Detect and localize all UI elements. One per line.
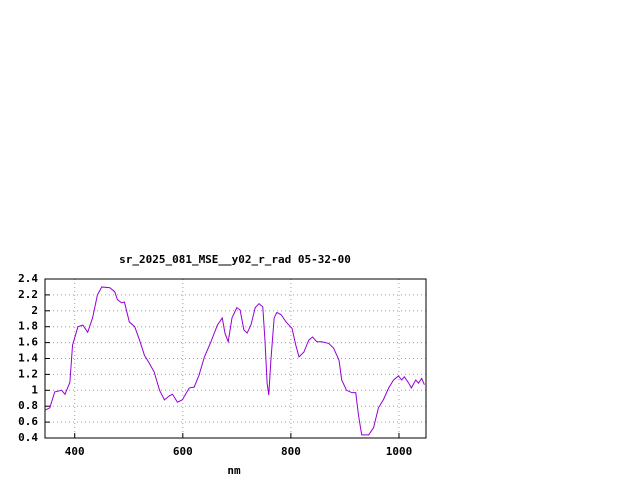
y-tick-label: 2.2 xyxy=(18,288,38,301)
data-line xyxy=(44,286,425,436)
y-tick-label: 2 xyxy=(31,304,38,317)
y-tick-label: 1.2 xyxy=(18,367,38,380)
x-axis-label: nm xyxy=(227,464,241,477)
y-tick-label: 0.8 xyxy=(18,399,38,412)
y-tick-label: 1.6 xyxy=(18,336,38,349)
y-tick-label: 1.8 xyxy=(18,320,38,333)
y-tick-label: 0.4 xyxy=(18,431,38,444)
y-tick-label: 1.4 xyxy=(18,352,38,365)
y-tick-label: 2.4 xyxy=(18,272,38,285)
x-tick-label: 1000 xyxy=(386,445,413,458)
y-tick-label: 0.6 xyxy=(18,415,38,428)
x-tick-label: 800 xyxy=(281,445,301,458)
x-tick-label: 400 xyxy=(65,445,85,458)
chart-title: sr_2025_081_MSE__y02_r_rad 05-32-00 xyxy=(119,253,351,266)
plot-frame xyxy=(44,278,427,439)
x-tick-label: 600 xyxy=(173,445,193,458)
y-tick-label: 1 xyxy=(31,383,38,396)
